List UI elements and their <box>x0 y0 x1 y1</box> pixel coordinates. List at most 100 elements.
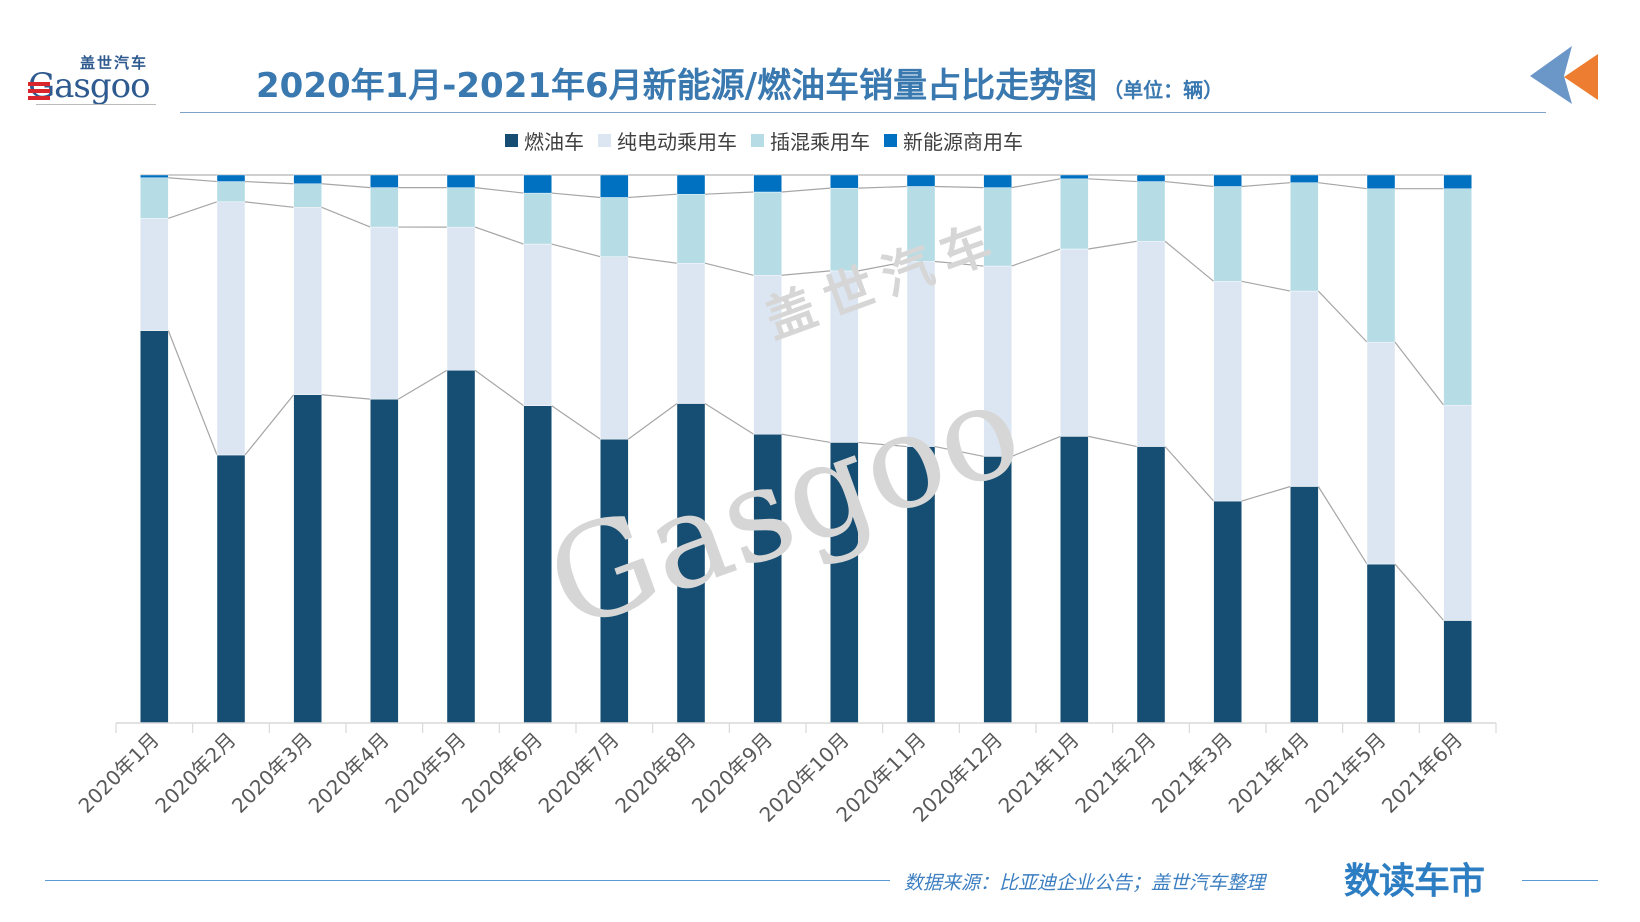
series-connector-line <box>551 192 601 199</box>
x-tick-label: 2021年5月 <box>1300 728 1390 818</box>
series-connector-line <box>244 180 294 185</box>
gasgoo-logo: 盖世汽车 Gasgoo <box>26 52 168 114</box>
bar-segment <box>446 226 476 371</box>
bar-segment <box>1060 436 1089 724</box>
bar-segment <box>983 456 1012 724</box>
legend-label: 插混乘用车 <box>770 130 870 154</box>
bar-segment <box>523 192 552 245</box>
source-note: 数据来源：比亚迪企业公告；盖世汽车整理 <box>904 872 1266 894</box>
series-connector-line <box>321 206 371 228</box>
bar-segment <box>523 243 552 406</box>
bar-segment <box>1366 341 1396 565</box>
x-tick-label: 2020年7月 <box>534 728 624 818</box>
series-connector-line <box>1241 280 1291 292</box>
bar-segment <box>600 438 629 724</box>
series-connector-line <box>1164 446 1215 502</box>
legend-item: 插混乘用车 <box>751 126 870 155</box>
bar-segment <box>1136 446 1166 724</box>
stacked-bar-chart: 2020年1月2020年2月2020年3月2020年4月2020年5月2020年… <box>74 174 1497 827</box>
series-connector-line <box>858 260 908 272</box>
bar-segment <box>446 370 476 724</box>
legend-swatch <box>598 134 611 147</box>
series-connector-line <box>934 185 984 189</box>
series-connector-line <box>1318 182 1368 190</box>
bar-segment <box>600 256 629 440</box>
logo-cn: 盖世汽车 <box>80 54 149 72</box>
bar-segment <box>906 186 936 262</box>
logo-stripe <box>28 89 50 93</box>
legend: 燃油车 纯电动乘用车 插混乘用车 新能源商用车 <box>505 126 1023 155</box>
bar-segment <box>676 403 706 724</box>
series-connector-line <box>244 201 294 208</box>
bar-segment <box>600 197 629 257</box>
bar-segment <box>1443 404 1472 621</box>
bar-segment <box>1060 174 1089 180</box>
series-connector-line <box>1011 248 1061 267</box>
logo-stripe <box>28 96 50 100</box>
bar-segment <box>1366 174 1396 189</box>
brand-logo: 数读车市 <box>1344 861 1485 902</box>
x-tick-label: 2020年2月 <box>150 728 240 818</box>
bar-segment <box>906 446 936 724</box>
back-arrow-icon[interactable] <box>1530 46 1602 108</box>
bar-segment <box>1136 174 1166 182</box>
title-text: 2020年1月-2021年6月新能源/燃油车销量占比走势图 <box>256 66 1098 106</box>
bar-segment <box>753 275 782 435</box>
logo-divider <box>36 104 156 105</box>
chart-title: 2020年1月-2021年6月新能源/燃油车销量占比走势图 （单位：辆） <box>256 58 1223 107</box>
bar-segment <box>676 193 706 264</box>
series-connector-line <box>781 433 831 444</box>
series-connector-line <box>474 369 525 407</box>
bar-segment <box>446 174 476 188</box>
series-connector-line <box>1394 563 1445 621</box>
bar-segment <box>370 187 399 228</box>
bar-segment <box>830 442 859 724</box>
series-connector-line <box>704 191 754 195</box>
bar-segment <box>1443 174 1472 189</box>
bar-segment <box>1290 486 1319 724</box>
bar-segment <box>1443 620 1472 724</box>
bar-segment <box>370 174 399 188</box>
bar-segment <box>370 398 399 724</box>
series-connector-line <box>1164 240 1215 282</box>
series-connector-line <box>244 394 295 456</box>
bar-segment <box>983 187 1012 267</box>
legend-swatch <box>884 134 897 147</box>
bar-segment <box>830 187 859 272</box>
legend-label: 新能源商用车 <box>903 130 1023 154</box>
series-connector-line <box>321 394 371 400</box>
x-tick-label: 2020年8月 <box>610 728 700 818</box>
x-tick-label: 2021年3月 <box>1147 728 1237 818</box>
series-connector-line <box>1241 182 1291 188</box>
bar-segment <box>293 394 322 724</box>
series-connector-line <box>551 405 601 440</box>
legend-swatch <box>751 134 764 147</box>
series-connector-line <box>168 201 218 219</box>
x-tick-label: 2020年5月 <box>380 728 470 818</box>
bar-segment <box>983 174 1012 188</box>
series-connector-line <box>551 243 601 258</box>
bar-segment <box>1366 563 1396 724</box>
bar-segment <box>830 270 859 443</box>
series-connector-line <box>627 403 678 440</box>
bar-segment <box>1290 174 1319 183</box>
series-connector-line <box>167 330 218 456</box>
series-connector-line <box>1088 178 1138 183</box>
bar-segment <box>1213 174 1242 187</box>
bar-segment <box>1060 248 1089 437</box>
series-connector-line <box>398 369 448 400</box>
series-connector-line <box>474 226 524 245</box>
legend-label: 燃油车 <box>524 130 584 154</box>
legend-label: 纯电动乘用车 <box>617 130 737 154</box>
bar-segment <box>753 434 782 724</box>
series-connector-line <box>704 262 754 276</box>
title-unit: （单位：辆） <box>1103 78 1224 102</box>
bar-segment <box>906 174 936 187</box>
series-connector-line <box>704 403 754 435</box>
bar-segment <box>446 187 476 228</box>
bar-segment <box>983 265 1012 457</box>
series-connector-line <box>1011 435 1061 457</box>
bar-segment <box>1290 290 1319 487</box>
bar-segment <box>370 226 399 400</box>
x-tick-label: 2020年3月 <box>227 728 317 818</box>
